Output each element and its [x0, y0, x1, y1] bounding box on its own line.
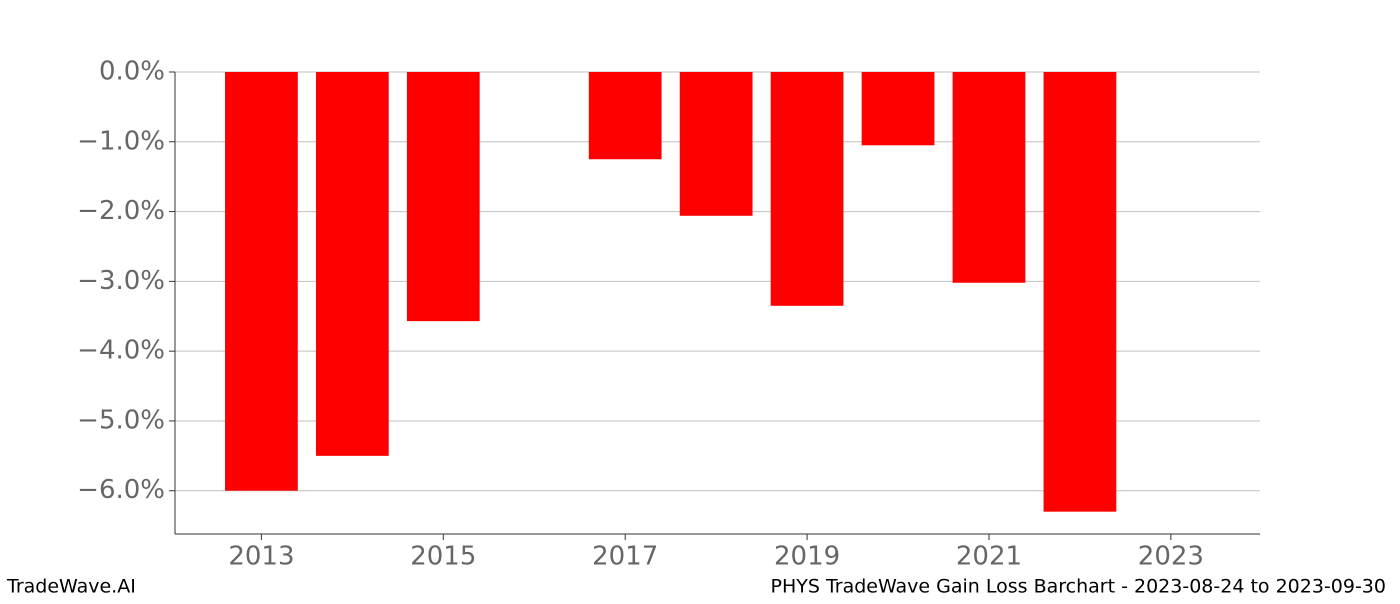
- bar: [861, 72, 935, 146]
- bar: [406, 72, 480, 322]
- y-tick-label: −5.0%: [77, 405, 165, 435]
- y-tick-label: 0.0%: [99, 57, 165, 87]
- x-tick-label: 2021: [956, 542, 1022, 572]
- x-tick-label: 2019: [774, 542, 840, 572]
- bar: [679, 72, 753, 216]
- x-tick-label: 2013: [228, 542, 294, 572]
- x-tick-label: 2023: [1138, 542, 1204, 572]
- bar: [952, 72, 1026, 283]
- bar: [770, 72, 844, 306]
- y-tick-label: −2.0%: [77, 196, 165, 226]
- bar: [315, 72, 389, 456]
- bar: [225, 72, 298, 491]
- bar: [1043, 72, 1117, 512]
- bar: [588, 72, 662, 160]
- y-tick-label: −4.0%: [77, 336, 165, 366]
- y-tick-label: −1.0%: [77, 126, 165, 156]
- y-tick-label: −3.0%: [77, 266, 165, 296]
- watermark: TradeWave.AI: [6, 576, 136, 598]
- x-tick-label: 2015: [410, 542, 476, 572]
- chart-title: PHYS TradeWave Gain Loss Barchart - 2023…: [771, 576, 1387, 598]
- x-tick-label: 2017: [592, 542, 658, 572]
- y-tick-label: −6.0%: [77, 475, 165, 505]
